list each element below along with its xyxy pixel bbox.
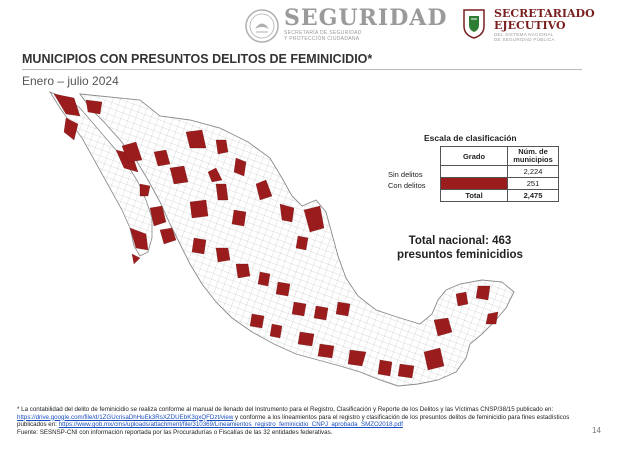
total-nacional: Total nacional: 463 presuntos feminicidi… <box>380 234 540 262</box>
legend-col-num: Núm. de municipios <box>507 146 559 166</box>
total-nacional-line1: Total nacional: 463 <box>408 235 512 247</box>
legend-row-sin-delitos: 2,224 <box>440 165 559 178</box>
legend-total-label: Total <box>440 189 508 202</box>
seguridad-sub2: Y PROTECCIÓN CIUDADANA <box>284 36 360 42</box>
legend-table: Grado Núm. de municipios 2,224 251 Total… <box>440 146 559 202</box>
page-title: MUNICIPIOS CON PRESUNTOS DELITOS DE FEMI… <box>22 52 373 66</box>
legend-header-row: Grado Núm. de municipios <box>440 146 559 166</box>
legend-total-count: 2,475 <box>507 189 559 202</box>
title-divider <box>22 69 582 70</box>
header-logos: SEGURIDAD SECRETARÍA DE SEGURIDAD Y PROT… <box>240 6 610 50</box>
legend-row-labels: Sin delitos Con delitos <box>388 169 426 191</box>
sesnsp-title-1: SECRETARIADO <box>494 7 595 20</box>
sesnsp-sub2: DE SEGURIDAD PÚBLICA <box>494 37 555 42</box>
legend-total-row: Total 2,475 <box>440 189 559 202</box>
sesnsp-logo-text: SECRETARIADO EJECUTIVO DEL SISTEMA NACIO… <box>494 7 595 43</box>
footnote-text2: y conforme a los lineamientos para el re… <box>17 413 570 429</box>
legend-swatch-sin-delitos <box>440 165 508 178</box>
sesnsp-sub1: DEL SISTEMA NACIONAL <box>494 32 554 37</box>
page-subtitle: Enero – julio 2024 <box>22 74 119 88</box>
footnote-link-lineamientos[interactable]: https://www.gob.mx/cms/uploads/attachmen… <box>58 421 403 428</box>
baja-california-outline <box>49 91 153 257</box>
legend-label-con-delitos: Con delitos <box>388 181 426 190</box>
seguridad-logo-text: SEGURIDAD SECRETARÍA DE SEGURIDAD Y PROT… <box>284 6 447 42</box>
legend-row-con-delitos: 251 <box>440 177 559 190</box>
footnote-link-manual[interactable]: https://drive.google.com/file/d/1ZGUcris… <box>17 413 234 421</box>
footnote-text1: * La contabilidad del delito de feminici… <box>17 406 554 413</box>
footnotes: * La contabilidad del delito de feminici… <box>17 406 577 436</box>
seguridad-seal-icon <box>245 9 279 43</box>
footnote-source: Fuente: SESNSP-CNI con información repor… <box>17 428 333 436</box>
legend-count-sin-delitos: 2,224 <box>507 165 559 178</box>
legend-count-con-delitos: 251 <box>507 177 559 190</box>
legend-title: Escala de clasificación <box>424 133 517 143</box>
mexico-municipalities-map <box>49 91 515 387</box>
legend-label-sin-delitos: Sin delitos <box>388 170 423 179</box>
seguridad-title: SEGURIDAD <box>284 5 448 31</box>
legend-swatch-con-delitos <box>440 177 508 190</box>
page-number: 14 <box>592 426 601 435</box>
legend-col-grado: Grado <box>440 146 508 166</box>
seguridad-sub1: SECRETARÍA DE SEGURIDAD <box>284 30 362 36</box>
sesnsp-title-2: EJECUTIVO <box>494 19 566 32</box>
total-nacional-line2: presuntos feminicidios <box>397 249 523 261</box>
municipalities-with-feminicide <box>53 93 499 379</box>
sesnsp-emblem-icon <box>463 9 485 39</box>
